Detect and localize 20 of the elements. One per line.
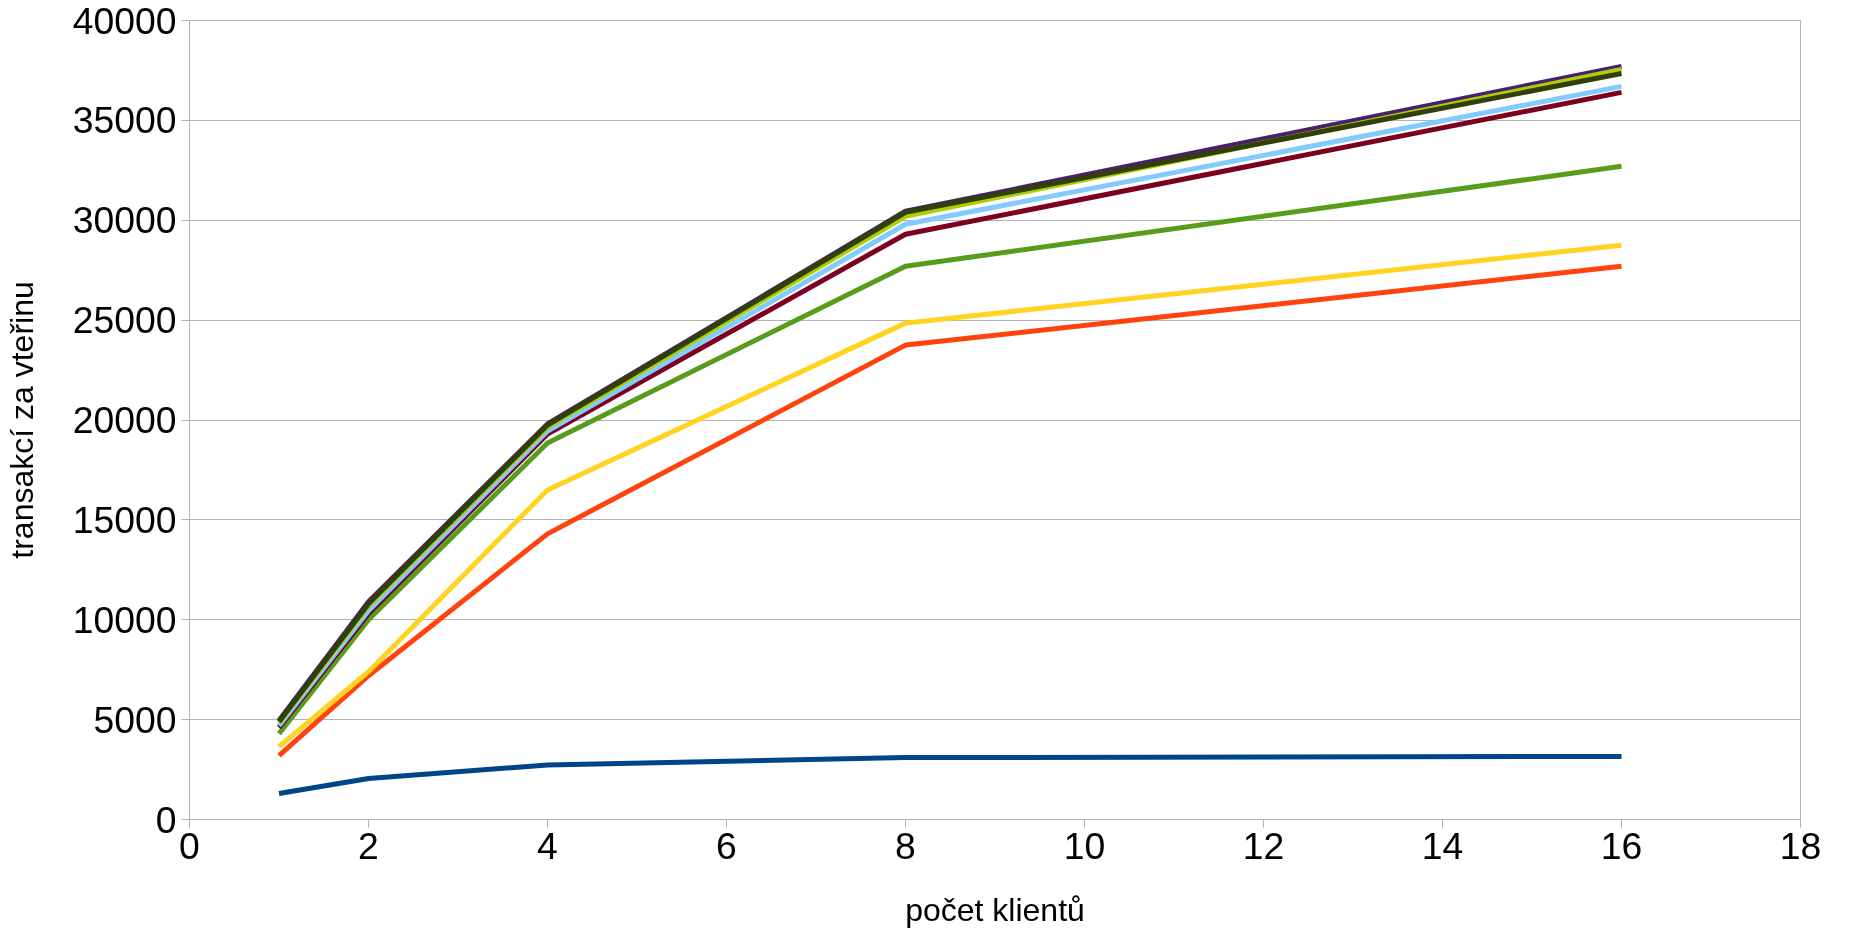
x-tick-label: 6 — [716, 824, 737, 867]
x-axis-title: počet klientů — [905, 891, 1085, 928]
x-tick-label: 2 — [358, 824, 379, 867]
x-tick-label: 16 — [1600, 824, 1643, 867]
x-tick-label: 4 — [537, 824, 558, 867]
y-tick-label: 5000 — [93, 698, 177, 741]
y-tick-label: 40000 — [72, 0, 177, 42]
y-tick-label: 30000 — [72, 199, 177, 242]
x-tick-label: 14 — [1421, 824, 1464, 867]
y-axis-title: transakcí za vteřinu — [3, 281, 40, 559]
x-tick-label: 8 — [895, 824, 916, 867]
y-tick-label: 15000 — [72, 498, 177, 541]
x-tick-label: 12 — [1242, 824, 1285, 867]
y-tick-label: 0 — [155, 798, 177, 841]
y-tick-label: 35000 — [72, 99, 177, 142]
y-tick-label: 25000 — [72, 299, 177, 342]
y-tick-label: 20000 — [72, 399, 177, 441]
x-tick-label: 10 — [1063, 824, 1106, 867]
y-tick-label: 10000 — [72, 598, 177, 641]
x-tick-label: 18 — [1779, 824, 1822, 867]
